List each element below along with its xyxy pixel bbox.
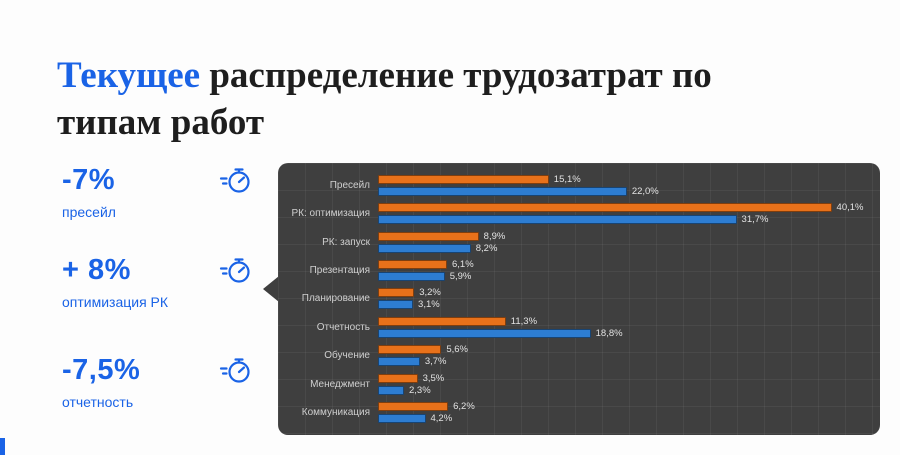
stat-label: пресейл [62, 204, 116, 220]
bar-blue [378, 215, 737, 225]
stat-presale: -7% пресейл [62, 162, 254, 220]
title-rest: распределение трудозатрат по типам работ [57, 54, 712, 143]
category-label: Коммуникация [301, 407, 370, 419]
chart-row: Пресейл 15,1% 22,0% [286, 171, 870, 199]
stat-label: отчетность [62, 394, 134, 410]
bar-value-label: 31,7% [741, 214, 769, 226]
stat-value: + 8% [62, 253, 131, 286]
chart-row: РК: запуск 8,9% 8,2% [286, 228, 870, 256]
bar-blue [378, 385, 404, 395]
bar-value-label: 11,3% [510, 315, 538, 327]
stopwatch-icon [219, 258, 250, 283]
decorative-corner-accent [0, 438, 5, 455]
stopwatch-icon [219, 358, 250, 383]
chart-row: Коммуникация 6,2% 4,2% [286, 399, 870, 427]
bar-value-label: 22,0% [631, 185, 659, 197]
bar-blue [378, 186, 627, 196]
category-label: РК: оптимизация [291, 208, 370, 220]
bar-orange [378, 174, 549, 184]
stat-label: оптимизация РК [62, 294, 169, 310]
bar-orange [378, 402, 449, 412]
stopwatch-icon [219, 168, 250, 193]
panel-tail [263, 276, 279, 302]
category-label: Обучение [324, 350, 370, 362]
bar-value-label: 4,2% [430, 413, 453, 425]
bar-value-label: 3,7% [424, 356, 447, 368]
bar-orange [378, 345, 442, 355]
title-highlight: Текущее [57, 54, 201, 96]
bar-blue [378, 357, 420, 367]
stat-reporting: -7,5% отчетность [62, 352, 254, 410]
category-label: Менеджмент [310, 378, 370, 390]
chart-row: Планирование 3,2% 3,1% [286, 285, 870, 313]
bar-blue [378, 272, 445, 282]
bar-value-label: 40,1% [836, 202, 864, 214]
bar-value-label: 8,2% [475, 242, 498, 254]
bar-blue [378, 243, 471, 253]
bar-blue [378, 300, 414, 310]
category-label: Пресейл [329, 179, 370, 191]
bar-orange [378, 316, 506, 326]
category-label: Презентация [309, 265, 370, 277]
page-title: Текущее распределение трудозатрат по тип… [57, 53, 717, 147]
bar-blue [378, 328, 591, 338]
bar-value-label: 6,2% [453, 401, 475, 413]
stat-optimization: + 8% оптимизация РК [62, 252, 254, 310]
bar-value-label: 2,3% [409, 384, 431, 396]
chart-row: Отчетность 11,3% 18,8% [286, 313, 870, 341]
chart-row: РК: оптимизация 40,1% 31,7% [286, 199, 870, 227]
category-label: Отчетность [316, 321, 370, 333]
bar-value-label: 8,9% [483, 230, 506, 242]
stat-value: -7% [62, 163, 116, 196]
bar-value-label: 3,2% [419, 287, 441, 299]
stat-value: -7,5% [62, 353, 141, 386]
chart-row: Обучение 5,6% 3,7% [286, 342, 870, 370]
bar-value-label: 3,1% [418, 299, 440, 311]
bar-orange [378, 203, 832, 213]
bar-orange [378, 260, 447, 270]
category-label: РК: запуск [322, 236, 370, 248]
bar-value-label: 5,9% [449, 271, 472, 283]
bar-value-label: 15,1% [553, 173, 581, 185]
bar-value-label: 3,5% [422, 372, 445, 384]
chart-row: Менеджмент 3,5% 2,3% [286, 370, 870, 398]
chart-rows: Пресейл 15,1% 22,0% РК: оптимизация 40,1% 31,… [286, 171, 870, 427]
bar-blue [378, 414, 426, 424]
bar-value-label: 5,6% [446, 344, 468, 356]
bar-orange [378, 288, 415, 298]
bar-orange [378, 373, 418, 383]
category-label: Планирование [301, 293, 370, 305]
chart-row: Презентация 6,1% 5,9% [286, 256, 870, 284]
bar-orange [378, 231, 479, 241]
bar-value-label: 6,1% [451, 259, 474, 271]
bar-value-label: 18,8% [595, 327, 623, 339]
